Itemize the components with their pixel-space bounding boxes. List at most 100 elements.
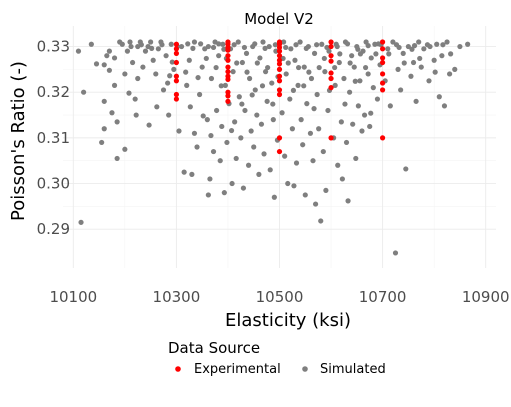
experimental-point: [379, 46, 386, 52]
simulated-point: [262, 69, 269, 75]
simulated-point: [210, 148, 217, 155]
simulated-point: [269, 80, 275, 86]
y-tick-label: 0.33: [37, 38, 70, 56]
simulated-point: [210, 44, 217, 51]
simulated-point: [222, 82, 228, 88]
simulated-point: [293, 42, 299, 48]
simulated-point: [81, 89, 87, 95]
experimental-point: [225, 69, 231, 75]
simulated-point: [155, 46, 161, 52]
simulated-point: [133, 112, 139, 118]
simulated-point: [457, 43, 463, 50]
experimental-point: [225, 47, 231, 53]
simulated-point: [418, 64, 424, 70]
simulated-point: [368, 55, 374, 61]
simulated-point: [298, 117, 304, 123]
experimental-point: [173, 78, 180, 84]
simulated-point: [208, 132, 214, 139]
simulated-point: [251, 144, 257, 150]
simulated-point: [339, 176, 345, 182]
simulated-point: [444, 39, 450, 45]
simulated-point: [171, 66, 177, 72]
simulated-point: [138, 42, 144, 48]
simulated-point: [230, 69, 236, 75]
simulated-point: [270, 101, 276, 107]
legend: Data Source Experimental Simulated: [168, 339, 386, 377]
simulated-point: [338, 119, 344, 125]
simulated-point: [191, 130, 198, 136]
simulated-point: [374, 96, 381, 102]
experimental-point: [328, 58, 334, 64]
simulated-point: [321, 55, 327, 62]
simulated-points: [75, 39, 471, 256]
experimental-point: [225, 57, 231, 63]
simulated-point: [417, 55, 423, 62]
simulated-point: [426, 78, 432, 84]
simulated-point: [166, 112, 172, 118]
experimental-point: [225, 98, 231, 104]
simulated-point: [324, 44, 330, 51]
simulated-point: [373, 51, 379, 57]
simulated-point: [390, 39, 396, 45]
simulated-point: [254, 60, 260, 66]
simulated-point: [111, 82, 118, 88]
experimental-point: [379, 87, 386, 93]
simulated-point: [365, 71, 371, 77]
simulated-point: [318, 218, 324, 224]
simulated-point: [191, 39, 198, 45]
simulated-point: [248, 128, 254, 134]
simulated-point: [197, 91, 203, 98]
simulated-point: [261, 151, 267, 157]
x-tick-label: 10500: [256, 288, 304, 306]
simulated-point: [239, 101, 245, 107]
experimental-point: [225, 53, 231, 59]
simulated-point: [122, 146, 128, 152]
simulated-point: [260, 39, 266, 45]
simulated-point: [247, 75, 253, 82]
experimental-point: [379, 80, 386, 86]
simulated-point: [290, 87, 297, 93]
simulated-point: [281, 39, 287, 45]
simulated-point: [344, 41, 351, 47]
simulated-point: [306, 69, 312, 75]
simulated-point: [208, 75, 215, 82]
simulated-point: [101, 62, 107, 68]
simulated-point: [93, 61, 100, 67]
y-tick-label: 0.29: [37, 220, 70, 238]
experimental-point: [173, 73, 180, 79]
experimental-point: [173, 91, 180, 98]
experimental-point: [276, 135, 283, 141]
simulated-point: [411, 43, 418, 49]
simulated-point: [297, 39, 303, 45]
simulated-point: [216, 41, 222, 47]
simulated-point: [252, 87, 258, 93]
simulated-point: [218, 83, 224, 89]
simulated-point: [285, 180, 291, 187]
simulated-point: [228, 127, 235, 134]
simulated-point: [292, 57, 298, 63]
simulated-point: [307, 130, 314, 136]
simulated-point: [355, 103, 361, 109]
simulated-point: [176, 128, 182, 134]
simulated-point: [132, 96, 138, 102]
simulated-point: [270, 117, 276, 123]
simulated-point: [165, 80, 171, 86]
simulated-point: [357, 51, 364, 57]
simulated-point: [316, 126, 322, 132]
simulated-point: [232, 119, 238, 125]
simulated-point: [332, 82, 338, 88]
simulated-point: [386, 51, 392, 57]
simulated-point: [349, 53, 355, 59]
simulated-point: [302, 192, 308, 198]
experimental-point: [276, 87, 283, 93]
experimental-point: [276, 44, 283, 51]
simulated-point: [267, 167, 273, 173]
simulated-point: [311, 50, 318, 56]
simulated-point: [101, 126, 107, 132]
simulated-point: [128, 43, 134, 50]
experimental-point: [276, 66, 283, 72]
simulated-point: [375, 41, 382, 47]
simulated-point: [252, 41, 258, 47]
simulated-point: [111, 55, 118, 61]
